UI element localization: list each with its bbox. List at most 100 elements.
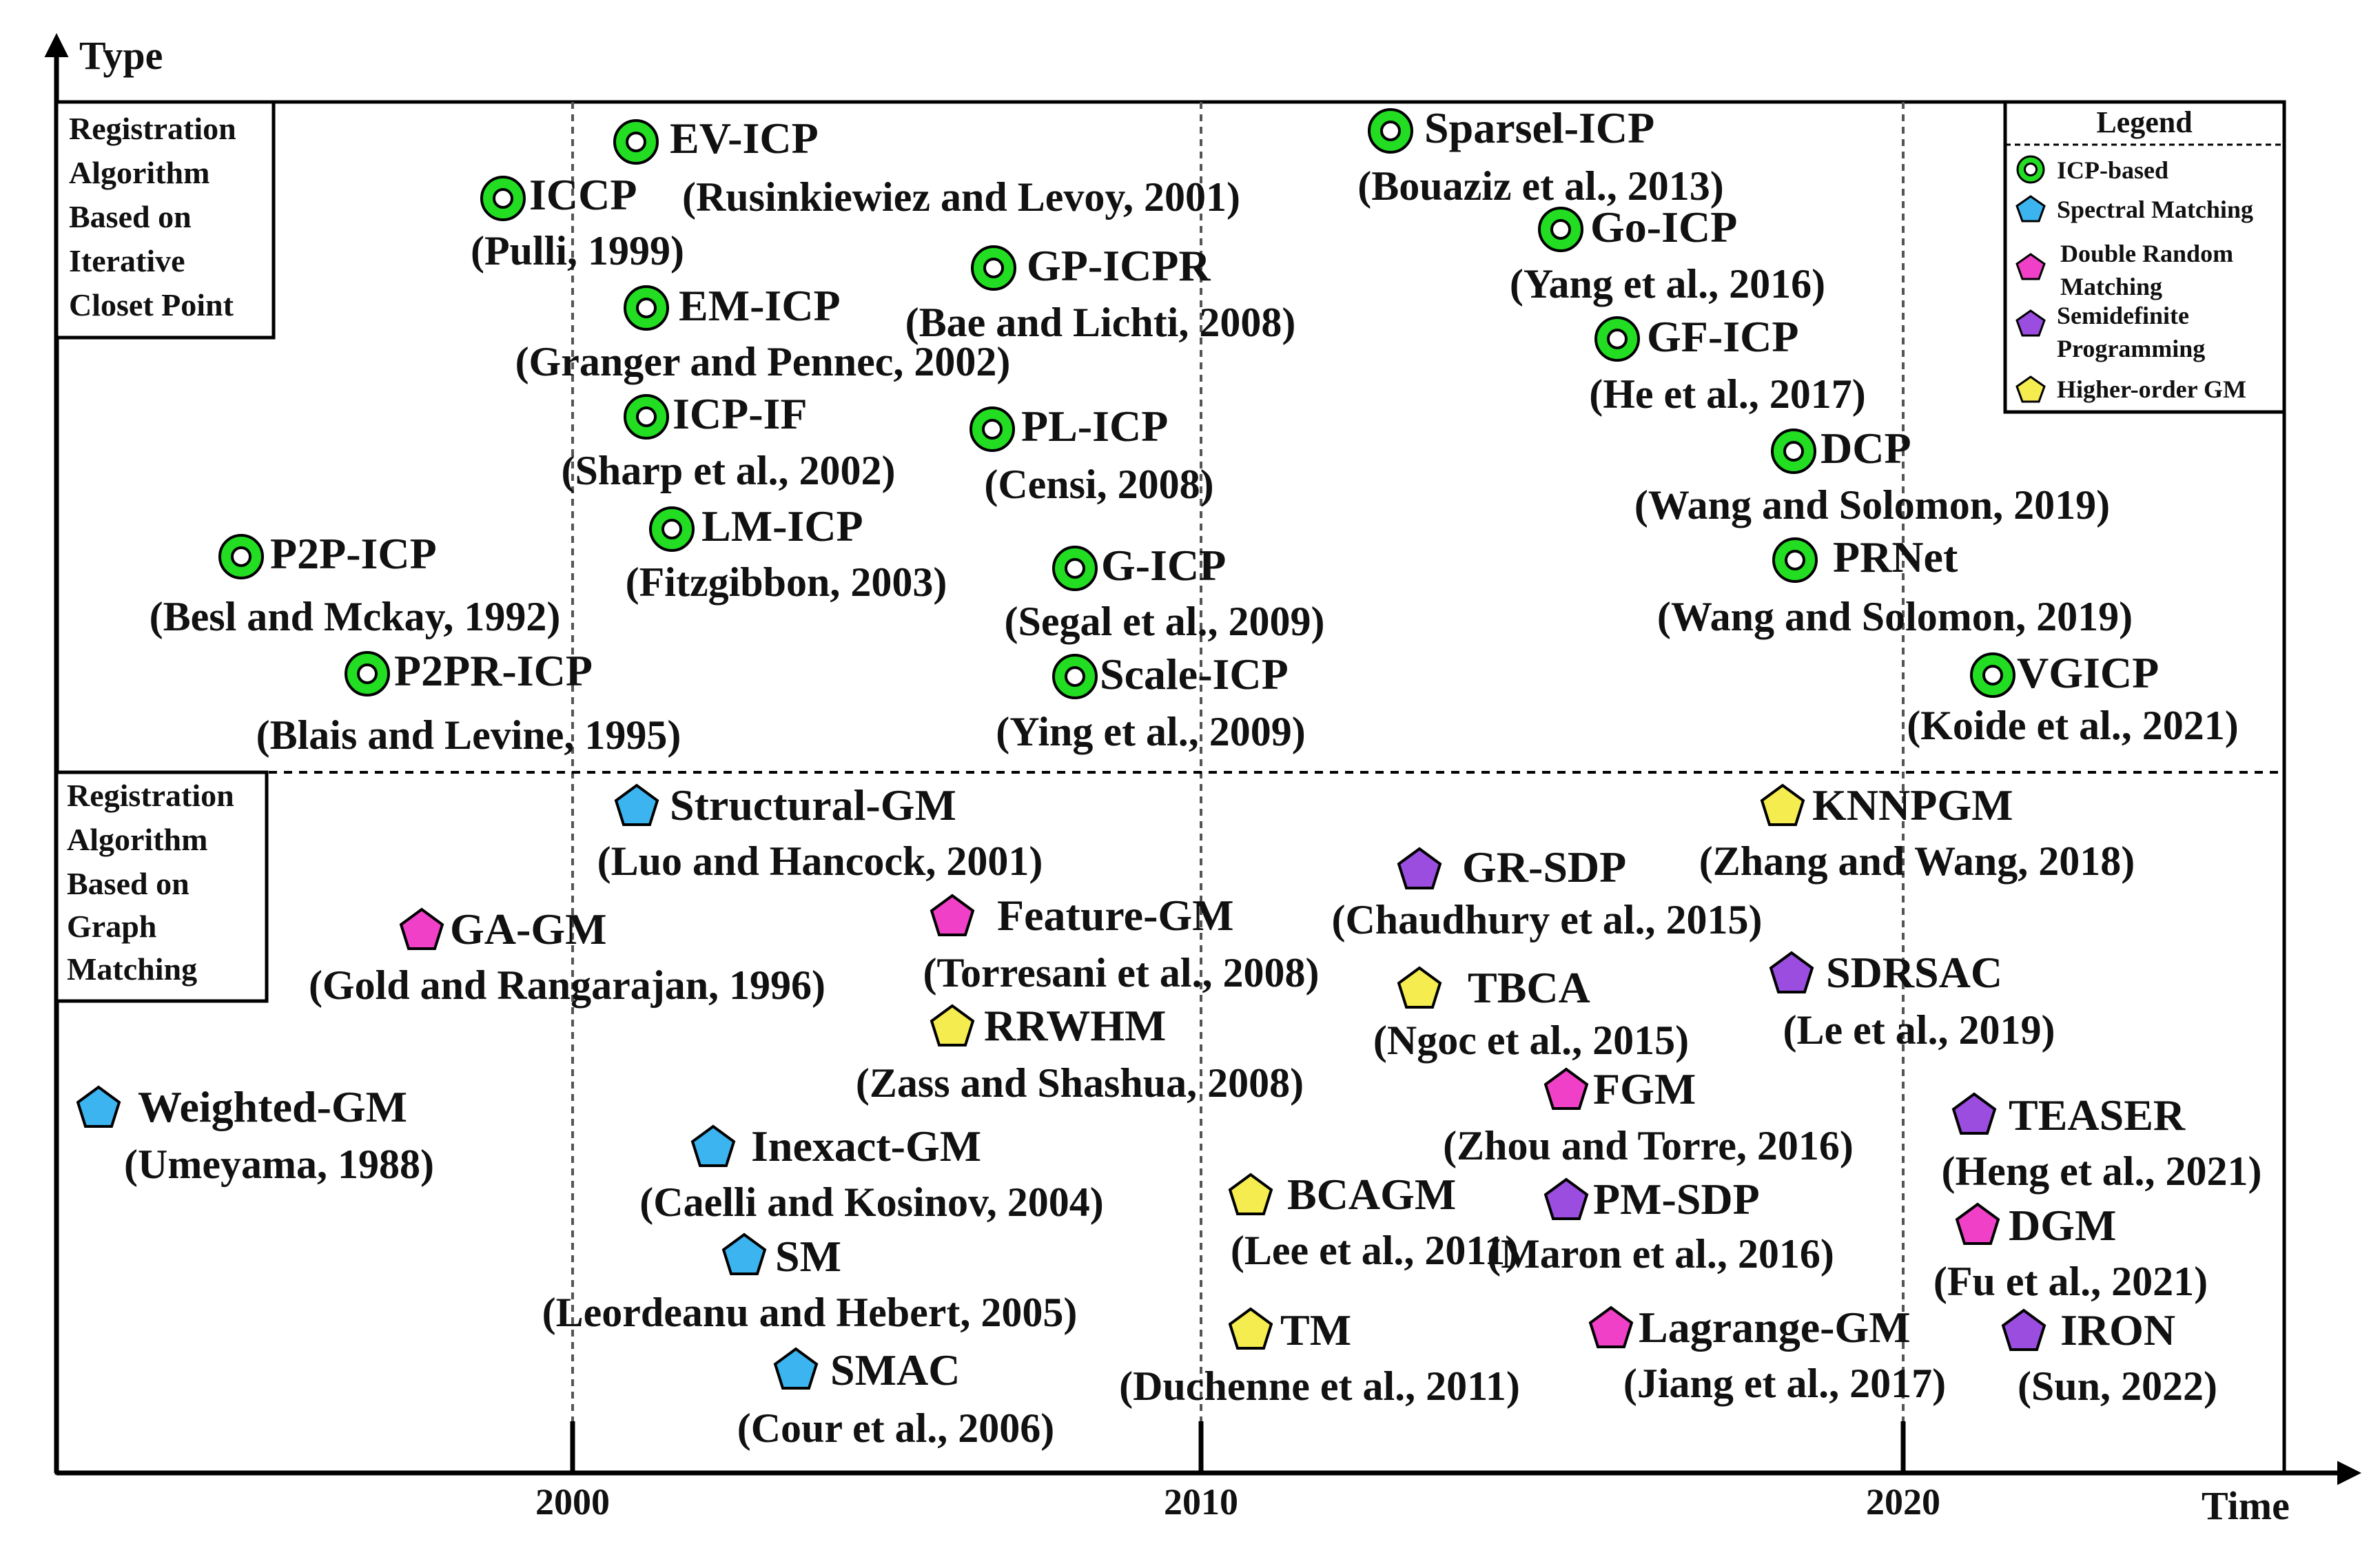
method-name: RRWHM bbox=[984, 1001, 1166, 1050]
legend-label: Double Random bbox=[2060, 240, 2233, 267]
method-prnet: PRNet (Wang and Solomon, 2019) bbox=[1657, 533, 2133, 639]
method-teaser: TEASER (Heng et al., 2021) bbox=[1942, 1091, 2262, 1194]
ring-icon bbox=[1052, 546, 1098, 591]
legend-item: ICP-based bbox=[2016, 155, 2168, 184]
pentagon-icon bbox=[1543, 1067, 1589, 1110]
pentagon-icon bbox=[2015, 309, 2046, 337]
pentagon-icon bbox=[1769, 951, 1814, 993]
method-name: SMAC bbox=[830, 1345, 960, 1394]
section-label-icp-line: Based on bbox=[69, 199, 192, 234]
method-name: DCP bbox=[1820, 424, 1911, 473]
method-name: FGM bbox=[1593, 1064, 1696, 1113]
method-citation: (Fu et al., 2021) bbox=[1933, 1259, 2208, 1304]
pentagon-icon bbox=[1955, 1202, 2000, 1245]
ring-icon bbox=[1052, 654, 1098, 699]
method-name: ICP-IF bbox=[673, 389, 808, 438]
method-lm-icp: LM-ICP (Fitzgibbon, 2003) bbox=[626, 502, 947, 605]
method-citation: (Duchenne et al., 2011) bbox=[1119, 1363, 1520, 1409]
section-box-icp bbox=[54, 100, 276, 340]
legend-item: Higher-order GM bbox=[2015, 375, 2246, 403]
method-citation: (Luo and Hancock, 2001) bbox=[597, 838, 1043, 884]
ring-icon bbox=[480, 176, 526, 221]
section-label-icp-line: Closet Point bbox=[69, 287, 234, 322]
method-name: G-ICP bbox=[1101, 541, 1226, 590]
method-name: GP-ICPR bbox=[1027, 241, 1211, 290]
tick-label-2020: 2020 bbox=[1866, 1481, 1940, 1523]
ring-icon bbox=[1594, 316, 1640, 362]
method-citation: (Leordeanu and Hebert, 2005) bbox=[542, 1290, 1078, 1335]
method-name: Structural-GM bbox=[670, 781, 956, 829]
ring-icon bbox=[1771, 429, 1816, 474]
method-fgm: FGM (Zhou and Torre, 2016) bbox=[1443, 1064, 1854, 1168]
pentagon-icon bbox=[1543, 1177, 1589, 1220]
method-name: PM-SDP bbox=[1593, 1175, 1760, 1224]
method-citation: (Pulli, 1999) bbox=[471, 228, 684, 274]
method-citation: (Censi, 2008) bbox=[984, 462, 1213, 507]
pentagon-icon bbox=[1397, 966, 1442, 1009]
method-name: LM-ICP bbox=[701, 502, 863, 550]
section-label-gm-line: Matching bbox=[67, 951, 197, 987]
section-label-icp: Registration Algorithm Based on Iterativ… bbox=[69, 111, 236, 322]
method-tm: TM (Duchenne et al., 2011) bbox=[1119, 1306, 1520, 1409]
method-sparsei-icp: Sparsel-ICP (Bouaziz et al., 2013) bbox=[1357, 103, 1724, 209]
section-label-gm-line: Graph bbox=[67, 909, 156, 944]
pentagon-icon bbox=[76, 1085, 121, 1128]
ring-icon bbox=[218, 534, 264, 579]
method-iron: IRON (Sun, 2022) bbox=[2001, 1306, 2217, 1409]
method-citation: (Bouaziz et al., 2013) bbox=[1357, 163, 1724, 209]
legend-item: Semidefinite Programming bbox=[2015, 302, 2205, 362]
method-name: P2P-ICP bbox=[270, 529, 437, 578]
method-icp-if: ICP-IF (Sharp et al., 2002) bbox=[562, 389, 896, 493]
pentagon-icon bbox=[2015, 195, 2046, 223]
method-bcagm: BCAGM (Lee et al., 2011) bbox=[1228, 1170, 1519, 1273]
ring-icon bbox=[613, 119, 659, 165]
method-citation: (Torresani et al., 2008) bbox=[923, 950, 1320, 996]
legend-label: Semidefinite bbox=[2057, 302, 2189, 329]
tick-label-2010: 2010 bbox=[1164, 1481, 1238, 1523]
pentagon-icon bbox=[721, 1233, 767, 1275]
legend-label: Higher-order GM bbox=[2057, 375, 2246, 403]
section-label-icp-line: Registration bbox=[69, 111, 236, 146]
method-iccp: ICCP (Pulli, 1999) bbox=[471, 170, 684, 274]
pentagon-icon bbox=[614, 783, 659, 826]
method-name: TM bbox=[1280, 1306, 1351, 1354]
method-name: GF-ICP bbox=[1647, 312, 1798, 361]
method-dcp: DCP (Wang and Solomon, 2019) bbox=[1634, 424, 2110, 528]
method-citation: (Granger and Pennec, 2002) bbox=[515, 339, 1011, 384]
legend-label: Programming bbox=[2057, 335, 2205, 362]
method-sm: SM (Leordeanu and Hebert, 2005) bbox=[542, 1232, 1078, 1335]
legend-item: Double Random Matching bbox=[2015, 240, 2233, 300]
method-citation: (Zhou and Torre, 2016) bbox=[1443, 1123, 1854, 1168]
method-citation: (Rusinkiewiez and Levoy, 2001) bbox=[682, 174, 1240, 220]
method-name: VGICP bbox=[2017, 648, 2159, 697]
legend-items: ICP-based Spectral Matching Double Rando… bbox=[2015, 155, 2253, 403]
method-name: Feature-GM bbox=[997, 891, 1234, 940]
method-lagrange-gm: Lagrange-GM (Jiang et al., 2017) bbox=[1588, 1303, 1946, 1406]
method-structural-gm: Structural-GM (Luo and Hancock, 2001) bbox=[597, 781, 1043, 884]
method-name: IRON bbox=[2060, 1306, 2175, 1354]
pentagon-icon bbox=[1951, 1092, 1997, 1135]
method-pl-icp: PL-ICP (Censi, 2008) bbox=[970, 402, 1214, 507]
ring-icon bbox=[971, 245, 1016, 291]
method-citation: (Umeyama, 1988) bbox=[124, 1142, 434, 1187]
method-citation: (Caelli and Kosinov, 2004) bbox=[639, 1179, 1103, 1225]
method-name: P2PR-ICP bbox=[394, 646, 593, 695]
method-name: TEASER bbox=[2009, 1091, 2186, 1140]
method-name: TBCA bbox=[1468, 963, 1590, 1012]
method-citation: (Heng et al., 2021) bbox=[1942, 1148, 2262, 1194]
ring-icon bbox=[345, 651, 390, 697]
method-ev-icp: EV-ICP (Rusinkiewiez and Levoy, 2001) bbox=[613, 114, 1240, 220]
method-citation: (Bae and Lichti, 2008) bbox=[905, 300, 1296, 345]
method-citation: (Yang et al., 2016) bbox=[1510, 261, 1825, 307]
method-citation: (Lee et al., 2011) bbox=[1231, 1228, 1519, 1273]
method-name: KNNPGM bbox=[1812, 781, 2013, 829]
method-go-icp: Go-ICP (Yang et al., 2016) bbox=[1510, 203, 1825, 307]
method-citation: (Le et al., 2019) bbox=[1783, 1007, 2055, 1053]
pentagon-icon bbox=[399, 907, 444, 950]
method-citation: (Jiang et al., 2017) bbox=[1623, 1361, 1946, 1406]
legend-label: ICP-based bbox=[2057, 156, 2168, 184]
ring-icon bbox=[2016, 155, 2045, 184]
ring-icon bbox=[970, 406, 1015, 452]
pentagon-icon bbox=[1397, 847, 1442, 889]
